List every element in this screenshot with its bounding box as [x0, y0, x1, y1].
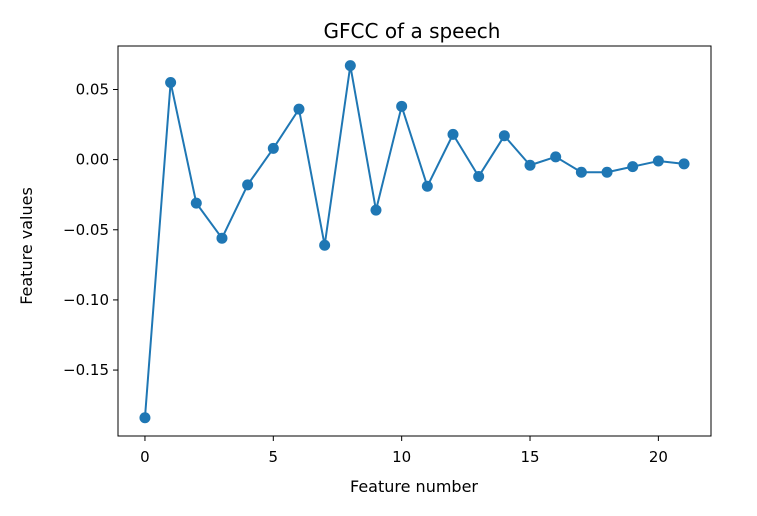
x-tick-label: 5 [269, 448, 279, 466]
x-tick-label: 20 [649, 448, 668, 466]
data-point [550, 151, 562, 163]
data-point [627, 161, 639, 173]
data-point [601, 166, 613, 178]
data-point [139, 412, 151, 424]
data-point [344, 60, 356, 72]
y-tick-label: 0.05 [76, 80, 109, 98]
data-point [447, 128, 459, 140]
plot-area-frame [117, 45, 712, 437]
data-point [267, 142, 279, 154]
data-point [370, 204, 382, 216]
data-point [293, 103, 305, 115]
data-point [652, 155, 664, 167]
data-point [396, 100, 408, 112]
data-point [190, 197, 202, 209]
y-tick-label: −0.10 [63, 291, 109, 309]
data-point [421, 180, 433, 192]
series-line [143, 64, 685, 418]
data-point [498, 130, 510, 142]
x-tick-label: 10 [392, 448, 411, 466]
data-point [242, 179, 254, 191]
y-axis-label: Feature values [17, 187, 36, 305]
data-point [216, 232, 228, 244]
y-tick-label: −0.05 [63, 221, 109, 239]
series-layer [139, 60, 690, 424]
data-point [319, 239, 331, 251]
x-axis-label: Feature number [350, 477, 478, 496]
x-tick-label: 0 [140, 448, 150, 466]
data-point [524, 159, 536, 171]
data-point [678, 158, 690, 170]
chart-title: GFCC of a speech [324, 19, 501, 43]
y-tick-label: 0.00 [76, 151, 109, 169]
axes: 0 5 10 15 20 0.05 0.00 −0.05 −0.10 −0.15 [63, 80, 668, 466]
data-point [165, 76, 177, 88]
x-tick-label: 15 [520, 448, 539, 466]
data-point [575, 166, 587, 178]
y-tick-label: −0.15 [63, 361, 109, 379]
data-point [473, 170, 485, 182]
